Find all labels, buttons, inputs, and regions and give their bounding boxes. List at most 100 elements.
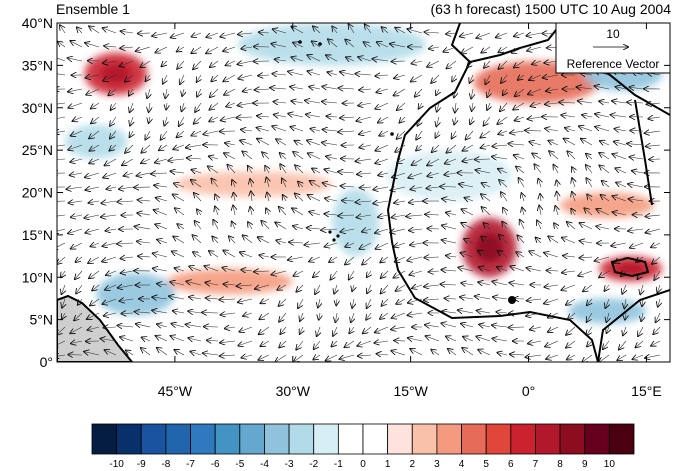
wind-vector [105, 229, 117, 231]
wind-vector [424, 32, 440, 33]
wind-vector [469, 74, 473, 83]
wind-vector [155, 224, 168, 230]
wind-vector [567, 355, 576, 360]
wind-vector [225, 327, 236, 329]
wind-vector [296, 284, 304, 292]
wind-vector [279, 340, 287, 347]
wind-vector [179, 116, 185, 126]
wind-vector [309, 87, 321, 89]
wind-vector [518, 178, 525, 188]
wind-vector [602, 181, 610, 188]
wind-vector [197, 88, 201, 97]
colorbar-box [387, 423, 413, 455]
wind-vector [312, 168, 321, 173]
wind-vector [117, 325, 134, 327]
wind-vector [395, 256, 406, 262]
wind-vector [461, 324, 474, 327]
wind-vector [57, 242, 66, 249]
wind-vector [408, 338, 423, 341]
wind-vector [90, 298, 100, 305]
wind-vector [410, 349, 423, 356]
wind-vector [288, 72, 304, 75]
wind-vector [108, 88, 117, 95]
wind-vector [135, 312, 151, 313]
wind-vector [544, 298, 559, 304]
colorbar-label: 2 [409, 459, 415, 470]
wind-vector [605, 298, 609, 308]
wind-vector [308, 153, 321, 160]
wind-vector [175, 208, 185, 216]
wind-vector [562, 271, 576, 273]
wind-vector [584, 208, 593, 216]
wind-vector [477, 311, 491, 313]
wind-vector [325, 243, 338, 247]
wind-vector [378, 116, 389, 123]
wind-vector [518, 75, 525, 80]
wind-vector [221, 313, 236, 315]
wind-vector [57, 355, 66, 357]
wind-vector [624, 298, 626, 308]
wind-vector [497, 353, 508, 355]
wind-vector [595, 256, 610, 261]
gulf-of-guinea-coast [597, 289, 670, 362]
wind-vector [275, 59, 287, 61]
wind-vector [138, 33, 151, 34]
wind-vector [572, 178, 575, 188]
colorbar-label: -2 [309, 459, 318, 470]
wind-vector [110, 130, 117, 139]
wind-vector [498, 251, 508, 258]
wind-vector [340, 117, 355, 118]
wind-vector [498, 131, 508, 134]
wind-vector [104, 327, 117, 328]
wind-vector [194, 193, 202, 202]
wind-vector [532, 61, 542, 64]
colorbar-box [165, 423, 191, 455]
wind-vector [232, 180, 235, 188]
wind-vector [478, 251, 491, 258]
wind-vector [390, 44, 406, 47]
wind-vector [88, 327, 100, 330]
wind-vector [138, 200, 151, 201]
longitude-axis: 45°W 30°W 15°W 0° 15°E [158, 23, 662, 399]
wind-vector [619, 340, 627, 350]
wind-vector [545, 340, 559, 347]
colorbar-box [214, 423, 241, 455]
wind-vector [211, 74, 219, 81]
latitude-axis: 0° 5°N 10°N 15°N 20°N 25°N 30°N 35°N 40°N [22, 15, 670, 370]
wind-vector [71, 242, 83, 249]
wind-vector [307, 55, 321, 62]
wind-vector [525, 355, 542, 357]
wind-vector [154, 185, 168, 187]
colorbar-box [584, 423, 610, 455]
wind-vector [526, 33, 542, 36]
wind-vector [424, 257, 440, 258]
wind-vector [411, 61, 423, 64]
wind-vector [492, 145, 508, 146]
wind-vector [291, 57, 304, 61]
wind-vector [476, 336, 491, 342]
wind-vector [625, 312, 626, 320]
wind-vector [250, 179, 252, 188]
lat-tick-label: 10°N [22, 269, 53, 285]
wind-vector [561, 115, 576, 117]
wind-vector [165, 88, 167, 98]
wind-vector [508, 144, 525, 145]
wind-vector [349, 326, 354, 333]
wind-vector [349, 270, 355, 280]
wind-vector [312, 41, 321, 48]
wind-vector [57, 131, 66, 133]
wind-vector [68, 228, 83, 233]
wind-vector [539, 206, 541, 216]
wind-vector [645, 355, 661, 358]
wind-vector [443, 46, 457, 52]
wind-vector [91, 243, 100, 246]
wind-vector [464, 239, 474, 243]
wind-vector [446, 256, 457, 257]
wind-vector [554, 223, 558, 230]
colorbar-label: -6 [211, 459, 220, 470]
wind-vector [136, 46, 151, 51]
wind-vector [223, 47, 236, 51]
wind-vector [106, 271, 117, 275]
wind-vector [357, 340, 372, 346]
wind-vector [362, 256, 372, 265]
